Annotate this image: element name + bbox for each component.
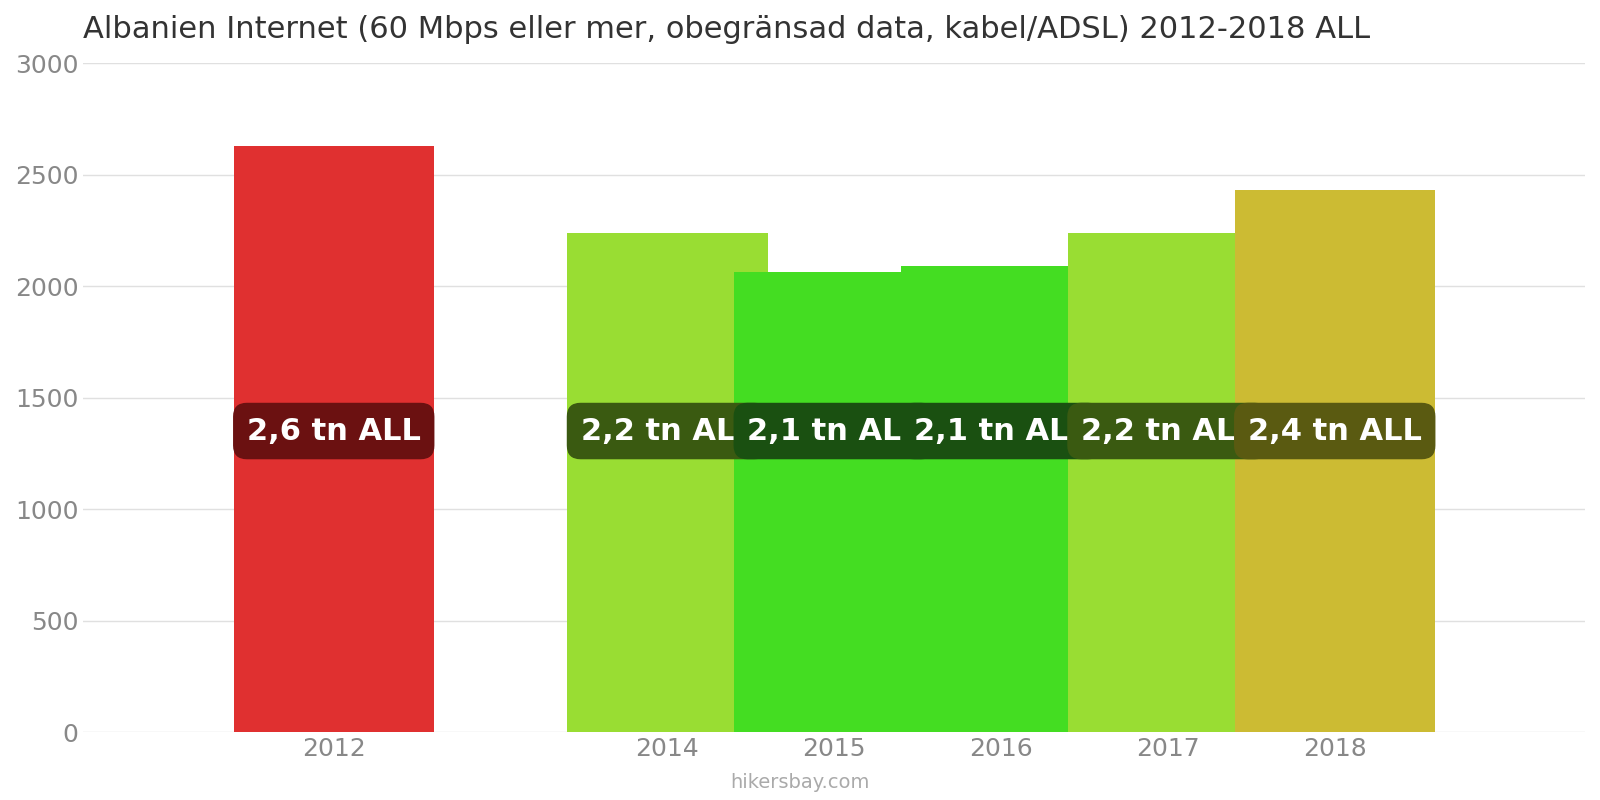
Bar: [568, 233, 768, 732]
Text: 2,1 tn ALL: 2,1 tn ALL: [914, 417, 1088, 446]
Bar: [901, 266, 1101, 732]
Bar: [234, 146, 434, 732]
Bar: [1235, 190, 1435, 732]
Text: 2,2 tn ALL: 2,2 tn ALL: [581, 417, 754, 446]
Bar: [734, 271, 934, 732]
Text: 2,4 tn ALL: 2,4 tn ALL: [1248, 417, 1422, 446]
Text: Albanien Internet (60 Mbps eller mer, obegränsad data, kabel/ADSL) 2012-2018 ALL: Albanien Internet (60 Mbps eller mer, ob…: [83, 15, 1371, 44]
Bar: [1067, 233, 1269, 732]
Text: hikersbay.com: hikersbay.com: [730, 773, 870, 792]
Text: 2,6 tn ALL: 2,6 tn ALL: [246, 417, 421, 446]
Text: 2,1 tn ALL: 2,1 tn ALL: [747, 417, 922, 446]
Text: 2,2 tn ALL: 2,2 tn ALL: [1082, 417, 1254, 446]
